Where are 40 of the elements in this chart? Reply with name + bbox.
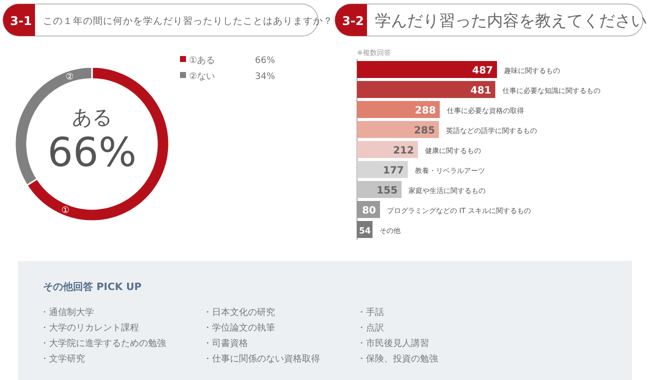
text: 66% [48,130,136,176]
text: ・保険、投資の勉強 [357,354,438,364]
text: ① [61,206,70,216]
data-label: 288 [414,106,436,116]
bar [357,161,408,178]
text: ・市民後見人講習 [357,338,429,349]
text: ・司書資格 [203,338,248,349]
data-label: 212 [393,146,414,156]
bar [357,141,418,158]
data-label: 66% [255,56,276,66]
data-label: 177 [383,166,404,176]
data-label: 54 [359,226,371,236]
data-label: 285 [414,126,435,136]
text: ・仕事に関係のない資格取得 [203,354,320,364]
text: ・学位論文の執筆 [203,322,275,334]
text: ・通信制大学 [40,307,94,318]
data-label: 155 [376,186,398,196]
chart-title: この１年の間に何かを学んだり習ったりしたことはありますか？ [43,15,333,27]
chart-subtitle: 3-2 [342,14,364,28]
legend-label: ①ある [189,56,216,66]
text: ・日本文化の研究 [203,307,275,318]
data-label: 487 [472,66,494,76]
data-label: 34% [255,72,276,82]
data-label: 481 [470,86,492,96]
text: ② [66,72,74,83]
chart-title: 学んだり習った内容を教えてください [375,11,647,30]
text: ・点訳 [357,322,384,334]
legend-label: ②ない [189,72,216,82]
text: ある [72,105,112,129]
text: その他回答 PICK UP [43,281,142,293]
chart-subtitle: 3-1 [10,14,32,28]
data-label: 80 [362,206,376,216]
bar [357,121,439,138]
text: ・大学のリカレント課程 [40,322,139,334]
text: ・文学研究 [40,354,85,364]
bar [357,81,496,98]
bar [357,61,497,78]
text: ・大学院に進学するための勉強 [40,338,166,349]
bar [357,101,440,118]
text: ・手話 [357,307,384,318]
